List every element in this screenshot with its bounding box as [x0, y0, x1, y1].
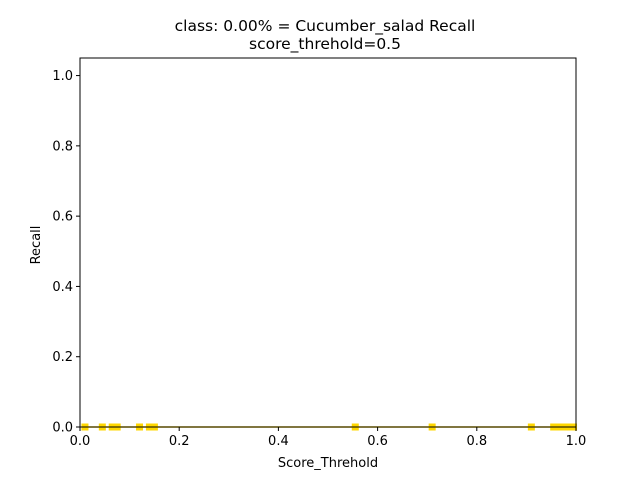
- y-axis-label: Recall: [29, 226, 44, 265]
- x-tick-label: 0.8: [466, 434, 487, 449]
- chart-title: class: 0.00% = Cucumber_salad Recall: [175, 17, 476, 36]
- y-axis-ticks: 0.0 0.2 0.4 0.6 0.8 1.0: [52, 69, 80, 436]
- y-tick-label: 0.2: [52, 350, 73, 365]
- y-tick-label: 1.0: [52, 69, 73, 84]
- y-tick-label: 0.6: [52, 210, 73, 225]
- x-axis-ticks: 0.0 0.2 0.4 0.6 0.8 1.0: [70, 427, 587, 449]
- x-tick-label: 0.2: [169, 434, 190, 449]
- y-tick-label: 0.0: [52, 421, 73, 436]
- x-tick-label: 0.4: [268, 434, 289, 449]
- x-axis-label: Score_Threhold: [278, 456, 378, 471]
- x-tick-label: 0.6: [367, 434, 388, 449]
- x-tick-label: 1.0: [566, 434, 587, 449]
- chart-subtitle: score_threhold=0.5: [249, 35, 401, 54]
- y-tick-label: 0.8: [52, 139, 73, 154]
- y-tick-label: 0.4: [52, 280, 73, 295]
- plot-frame: [79, 57, 577, 428]
- plot-area: [80, 58, 576, 427]
- x-tick-label: 0.0: [70, 434, 91, 449]
